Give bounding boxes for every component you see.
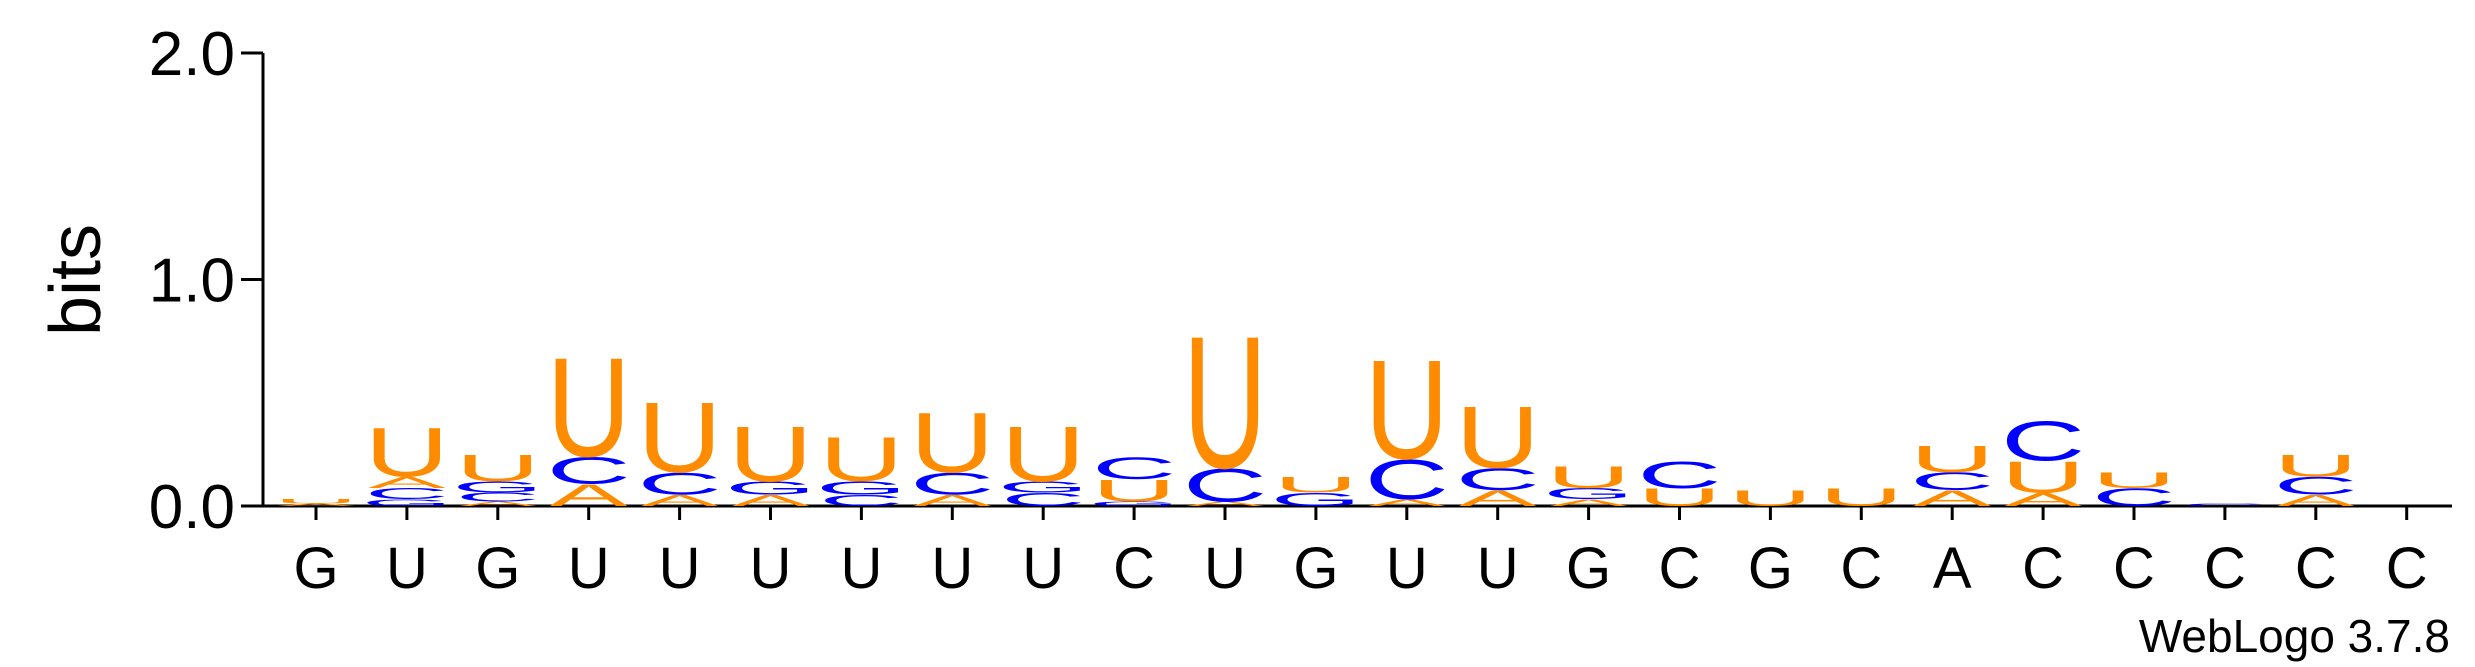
- logo-letter: U: [910, 395, 994, 490]
- logo-letter: U: [365, 415, 449, 492]
- x-tick-label: G: [1566, 536, 1611, 601]
- logo-letter: U: [1546, 460, 1630, 495]
- logo-letter: A: [1459, 486, 1537, 511]
- x-tick-label: C: [2022, 536, 2064, 601]
- logo-letter: U: [1910, 439, 1994, 481]
- logo-letter: C: [1456, 462, 1540, 497]
- x-tick-label: U: [1022, 536, 1064, 601]
- logo-letter: A: [732, 492, 810, 510]
- logo-letter: U: [819, 424, 903, 494]
- logo-letter: C: [1001, 489, 1085, 510]
- logo-letter: C: [1910, 467, 1994, 495]
- logo-letter: A: [1368, 497, 1447, 508]
- logo-letter: A: [550, 478, 628, 513]
- logo-letter: U: [1456, 387, 1540, 486]
- logo-letter: C: [1637, 454, 1721, 496]
- logo-letter: U: [637, 381, 721, 494]
- logo-letter: G: [725, 478, 816, 499]
- logo-letter: U: [1637, 483, 1721, 511]
- x-tick-label: U: [931, 536, 973, 601]
- x-tick-label: U: [1386, 536, 1428, 601]
- logo-letter: C: [2092, 483, 2176, 511]
- x-tick-label: C: [1113, 536, 1155, 601]
- x-tick-label: C: [2295, 536, 2337, 601]
- logo-letter: A: [913, 492, 991, 510]
- logo-letter: C: [910, 467, 994, 502]
- logo-letter: C: [2274, 472, 2358, 500]
- logo-letter: C: [365, 485, 449, 503]
- logo-letter: G: [1089, 500, 1180, 507]
- logo-letter: G: [1543, 485, 1634, 503]
- logo-letter: C: [1365, 449, 1449, 512]
- x-tick-label: U: [386, 536, 428, 601]
- logo-letter: A: [2004, 489, 2082, 510]
- logo-letter: G: [452, 478, 543, 496]
- logo-letter: C: [819, 492, 903, 510]
- logo-letter: A: [1550, 497, 1629, 508]
- logo-letter: C: [2183, 503, 2267, 507]
- logo-letter: U: [1183, 298, 1267, 509]
- x-tick-label: G: [475, 536, 520, 601]
- logo-letter: U: [2274, 449, 2358, 484]
- logo-letter: U: [456, 448, 540, 490]
- logo-letter: A: [459, 500, 537, 507]
- logo-letter: U: [2001, 452, 2085, 501]
- x-tick-label: U: [750, 536, 792, 601]
- logo-letter: G: [816, 478, 907, 499]
- x-tick-label: U: [840, 536, 882, 601]
- y-tick-label: 1.0: [149, 247, 235, 316]
- logo-letter: U: [1365, 332, 1449, 489]
- x-tick-label: C: [2204, 536, 2246, 601]
- x-tick-label: C: [1659, 536, 1701, 601]
- y-axis-label: bits: [36, 224, 116, 336]
- logo-letter: A: [641, 492, 719, 510]
- logo-letter: A: [1913, 486, 1991, 511]
- logo-letter: G: [998, 478, 1089, 496]
- logo-letter: U: [1728, 486, 1812, 511]
- logo-letter: U: [1092, 473, 1176, 508]
- x-tick-label: U: [1477, 536, 1519, 601]
- x-tick-label: C: [1840, 536, 1882, 601]
- logo-letter: C: [1092, 451, 1176, 486]
- logo-letter: U: [728, 411, 812, 499]
- y-tick-label: 2.0: [149, 20, 235, 89]
- logo-letter: U: [547, 330, 631, 487]
- logo-letter: A: [368, 474, 446, 492]
- x-tick-label: U: [659, 536, 701, 601]
- logo-letter: C: [1183, 459, 1267, 512]
- footer: WebLogo 3.7.8: [2139, 610, 2450, 662]
- logo-letter: U: [1819, 483, 1903, 511]
- x-tick-label: C: [2386, 536, 2428, 601]
- logo-letter: C: [637, 467, 721, 502]
- logo-letter: C: [2001, 410, 2085, 473]
- x-tick-label: G: [1293, 536, 1338, 601]
- x-tick-label: U: [1204, 536, 1246, 601]
- x-tick-label: C: [2113, 536, 2155, 601]
- x-tick-label: A: [1933, 536, 1972, 601]
- logo-letter: A: [277, 503, 355, 507]
- logo-letter: A: [2277, 492, 2355, 510]
- logo-letter: U: [1001, 411, 1085, 499]
- x-tick-label: U: [568, 536, 610, 601]
- logo-letter: C: [456, 490, 540, 504]
- logo-letter: U: [2092, 468, 2176, 493]
- logo-letter: A: [1186, 500, 1264, 507]
- y-tick-label: 0.0: [149, 473, 235, 542]
- logo-letter: G: [1271, 489, 1362, 510]
- logo-letter: U: [1274, 472, 1358, 497]
- logo-letter: C: [547, 450, 631, 492]
- logo-letter: U: [274, 498, 358, 505]
- logo-letter: G: [362, 497, 453, 508]
- x-tick-label: G: [293, 536, 338, 601]
- x-tick-label: G: [1748, 536, 1793, 601]
